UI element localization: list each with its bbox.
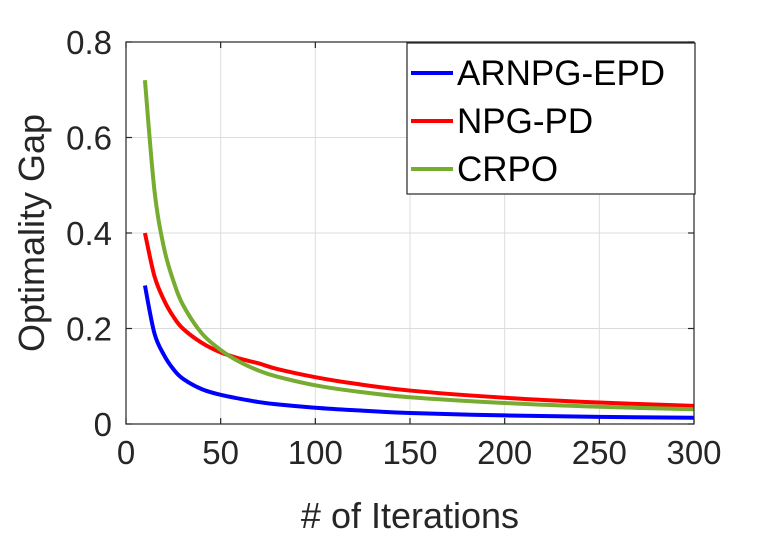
y-tick-label: 0.8 [66,24,112,61]
y-tick-label: 0.4 [66,215,112,252]
legend-label-npg-pd: NPG-PD [457,102,593,141]
series-line-crpo [142,80,695,412]
series-lines [142,80,695,420]
y-tick-label: 0 [94,406,112,443]
legend: ARNPG-EPD NPG-PD CRPO [406,42,696,195]
series-line-arnpg-epd [142,285,695,420]
axis-tick-labels: 0 50 100 150 200 250 300 0 0.2 0.4 0.6 0.8 [66,24,721,471]
legend-box [406,42,696,195]
y-axis-title: Optimality Gap [11,114,52,352]
x-tick-label: 250 [572,434,627,471]
x-tick-label: 100 [288,434,343,471]
x-tick-label: 150 [382,434,437,471]
x-axis-title: # of Iterations [301,495,519,536]
series-line-npg-pd [142,232,695,408]
x-tick-label: 0 [117,434,135,471]
y-tick-label: 0.2 [66,311,112,348]
x-tick-label: 200 [477,434,532,471]
y-tick-label: 0.6 [66,120,112,157]
legend-label-arnpg-epd: ARNPG-EPD [457,54,665,93]
x-tick-label: 50 [202,434,239,471]
legend-label-crpo: CRPO [457,150,558,189]
x-tick-label: 300 [666,434,721,471]
